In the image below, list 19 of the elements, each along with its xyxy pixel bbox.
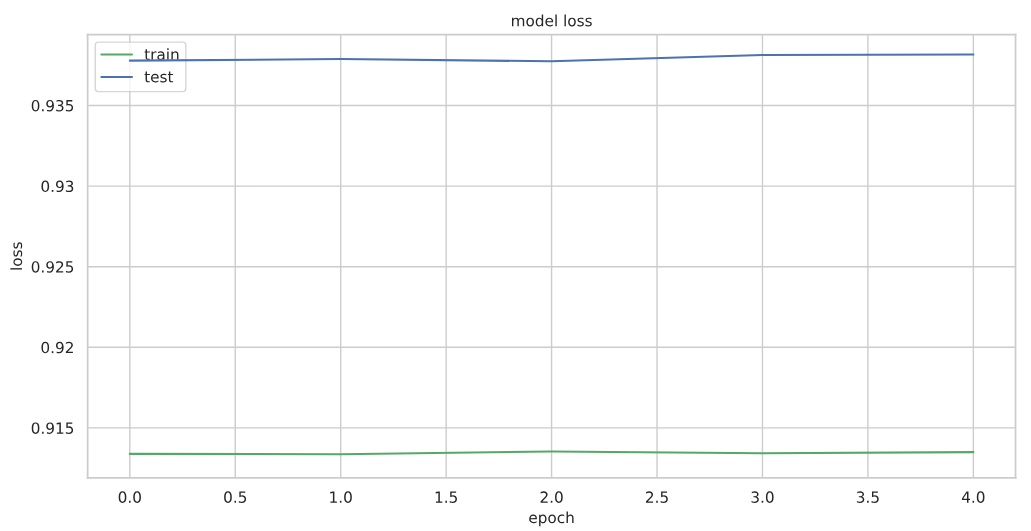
x-tick-label: 1.0 bbox=[330, 491, 352, 503]
legend-label: test bbox=[144, 71, 174, 83]
x-tick-label: 0.5 bbox=[224, 491, 247, 503]
x-axis-title: epoch bbox=[529, 511, 574, 527]
x-tick-label: 2.5 bbox=[646, 491, 668, 503]
y-tick-label: 0.93 bbox=[41, 180, 74, 193]
y-tick-label: 0.925 bbox=[31, 261, 74, 273]
x-tick-label: 1.5 bbox=[435, 491, 457, 503]
legend-label: train bbox=[144, 48, 179, 61]
x-tick-label: 3.0 bbox=[751, 491, 774, 503]
y-tick-label: 0.915 bbox=[31, 422, 74, 434]
chart-title: model loss bbox=[512, 14, 592, 27]
x-tick-label: 4.0 bbox=[961, 491, 985, 503]
y-tick-label: 0.935 bbox=[31, 99, 74, 112]
x-tick-label: 3.5 bbox=[856, 491, 879, 503]
x-tick-label: 2.0 bbox=[540, 491, 563, 503]
y-axis-title: loss bbox=[10, 242, 23, 270]
x-tick-label: 0.0 bbox=[118, 491, 141, 503]
y-tick-label: 0.92 bbox=[41, 341, 73, 354]
